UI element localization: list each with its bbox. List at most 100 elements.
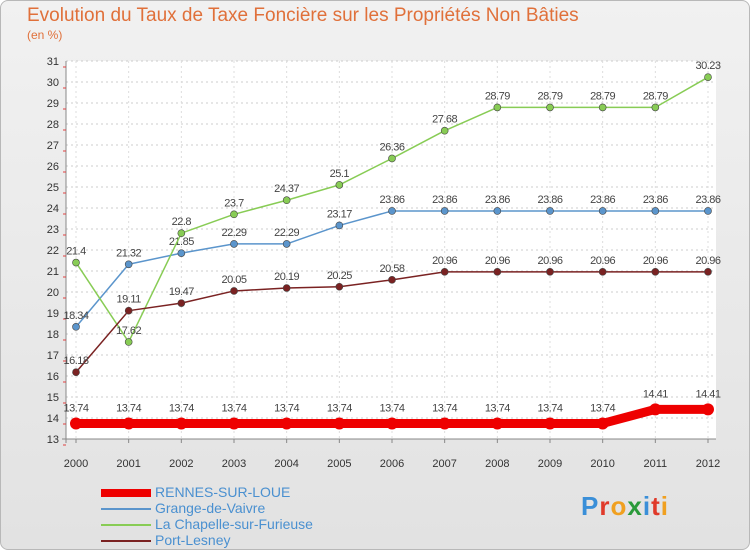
data-point: [440, 126, 449, 135]
y-tick-label: 28: [47, 119, 59, 131]
data-point: [388, 207, 396, 215]
y-tick-label: 19: [47, 308, 59, 320]
data-point: [388, 154, 396, 163]
legend-swatch: [101, 524, 151, 526]
y-tick-label: 18: [47, 329, 59, 341]
data-point: [335, 282, 344, 291]
legend-label: La Chapelle-sur-Furieuse: [155, 516, 313, 532]
data-point: [282, 284, 291, 292]
y-tick-label: 23: [47, 224, 59, 236]
legend-item: RENNES-SUR-LOUE: [101, 484, 401, 501]
data-point: [598, 207, 607, 215]
data-point: [335, 181, 344, 189]
legend-item: Grange-de-Vaivre: [101, 500, 401, 517]
data-label: 13.74: [432, 402, 457, 414]
data-point: [177, 229, 186, 237]
chart-title: Evolution du Taux de Taxe Foncière sur l…: [27, 5, 579, 26]
logo-letter: x: [627, 491, 643, 521]
data-point: [493, 268, 502, 276]
data-label: 20.58: [379, 263, 404, 275]
series-port-lesney: 16.18 19.11 19.47 20.05 20.19 20.25 20.58 20.96…: [63, 255, 721, 377]
data-label: 13.74: [537, 402, 562, 414]
data-label: 19.47: [169, 286, 194, 298]
data-point: [175, 417, 188, 430]
data-label: 22.29: [274, 227, 299, 239]
data-label: 23.86: [485, 194, 510, 206]
data-point: [546, 268, 554, 276]
logo-letter: t: [651, 491, 661, 521]
y-tick-label: 31: [47, 56, 59, 68]
chart-legend: RENNES-SUR-LOUE Grange-de-Vaivre La Chapel…: [101, 484, 401, 549]
x-tick-label: 2005: [327, 458, 351, 470]
data-label: 17.62: [116, 325, 141, 337]
data-label: 20.25: [327, 270, 352, 282]
data-label: 27.68: [432, 114, 457, 126]
data-label: 28.79: [643, 90, 668, 102]
data-label: 13.74: [63, 402, 88, 414]
data-label: 21.4: [66, 246, 86, 258]
data-point: [704, 268, 712, 276]
legend-label: RENNES-SUR-LOUE: [155, 484, 291, 500]
data-label: 16.18: [63, 355, 88, 367]
data-point: [544, 417, 556, 430]
data-label: 22.29: [221, 227, 246, 239]
data-label: 20.96: [695, 255, 720, 267]
data-label: 23.7: [224, 197, 244, 209]
x-tick-label: 2002: [169, 458, 193, 470]
data-point: [440, 207, 449, 215]
data-point: [704, 207, 712, 215]
data-label: 19.11: [117, 294, 142, 306]
data-point: [280, 417, 293, 430]
legend-label: Port-Lesney: [155, 532, 231, 548]
data-point: [596, 417, 609, 430]
data-label: 13.74: [221, 402, 246, 414]
data-label: 14.41: [695, 388, 720, 400]
data-label: 13.74: [327, 402, 352, 414]
data-label: 28.79: [485, 90, 510, 102]
data-point: [491, 417, 504, 430]
y-tick-label: 27: [47, 140, 59, 152]
data-point: [333, 417, 346, 430]
legend-item: La Chapelle-sur-Furieuse: [101, 516, 401, 533]
y-tick-label: 30: [47, 77, 59, 89]
logo-letter: r: [599, 491, 611, 521]
data-label: 20.96: [643, 255, 668, 267]
data-label: 23.86: [432, 194, 457, 206]
data-label: 13.74: [485, 402, 510, 414]
data-point: [70, 417, 82, 430]
data-point: [230, 210, 238, 219]
y-tick-label: 14: [47, 413, 59, 425]
data-point: [649, 403, 662, 416]
y-tick-label: 21: [47, 266, 59, 278]
data-point: [230, 287, 238, 295]
data-point: [493, 207, 502, 215]
data-label: 28.79: [590, 90, 615, 102]
y-tick-label: 26: [47, 161, 59, 173]
data-point: [122, 417, 135, 430]
data-label: 13.74: [590, 402, 615, 414]
data-point: [388, 276, 396, 284]
data-point: [386, 417, 398, 430]
y-tick-label: 24: [47, 203, 59, 215]
data-point: [177, 249, 186, 257]
data-point: [598, 268, 607, 276]
data-point: [702, 403, 714, 416]
data-point: [546, 103, 554, 112]
data-point: [124, 306, 133, 315]
data-label: 23.86: [379, 194, 404, 206]
data-point: [72, 258, 80, 267]
data-label: 26.36: [379, 141, 404, 153]
y-tick-label: 17: [47, 350, 59, 362]
logo-letter: o: [610, 491, 628, 521]
chart-unit-label: (en %): [27, 28, 63, 42]
y-tick-label: 16: [47, 371, 59, 383]
data-point: [230, 240, 238, 248]
data-label: 13.74: [169, 402, 194, 414]
data-point: [438, 417, 451, 430]
data-point: [124, 260, 133, 269]
legend-label: Grange-de-Vaivre: [155, 500, 266, 516]
data-label: 24.37: [274, 183, 299, 195]
x-tick-label: 2006: [380, 458, 404, 470]
data-point: [651, 207, 660, 215]
